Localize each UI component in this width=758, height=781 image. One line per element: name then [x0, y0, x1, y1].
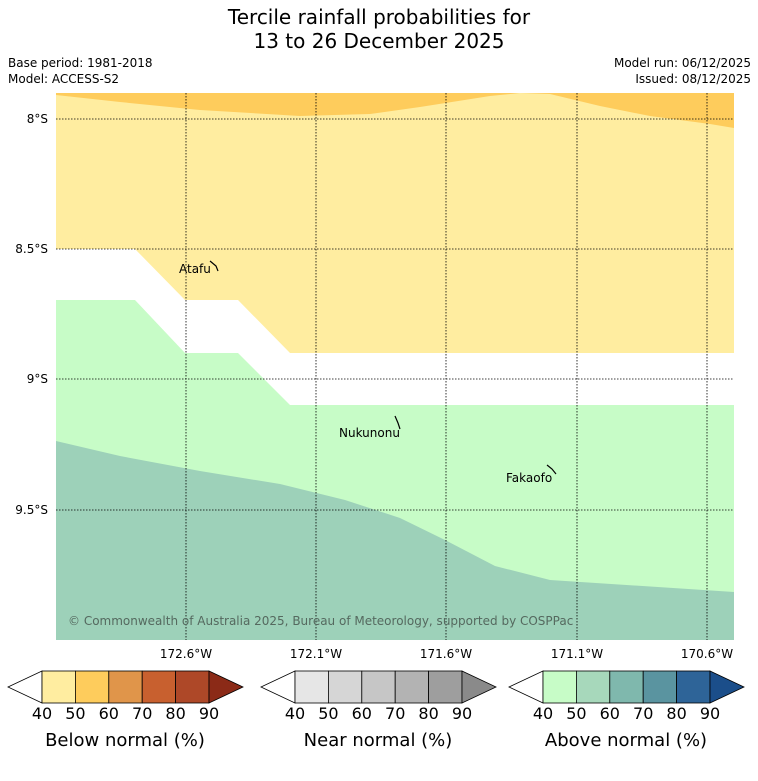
nukunonu-coastline [394, 415, 401, 430]
lat-label-8s: 8°S [26, 112, 48, 126]
cb-above-tick-50: 50 [566, 704, 587, 723]
cb-below-tick-40: 40 [31, 704, 53, 723]
colorbar-above-normal [508, 670, 745, 704]
cb-near-tick-80: 80 [418, 704, 439, 723]
lon-label-170-6w: 170.6°W [680, 647, 734, 661]
cb-above-tick-90: 90 [699, 704, 721, 723]
cb-below-tick-60: 60 [98, 704, 119, 723]
cb-near-tick-90: 90 [451, 704, 473, 723]
cb-above-label: Above normal (%) [544, 730, 708, 751]
place-nukunonu: Nukunonu [339, 426, 400, 440]
colorbar-near-normal [260, 670, 497, 704]
cb-near-tick-60: 60 [351, 704, 372, 723]
lon-label-172-1w: 172.1°W [289, 647, 343, 661]
cb-near-tick-40: 40 [284, 704, 306, 723]
cb-above-tick-70: 70 [633, 704, 654, 723]
below-normal-50-60-region [56, 93, 734, 128]
cb-below-tick-50: 50 [65, 704, 86, 723]
cb-above-tick-40: 40 [532, 704, 554, 723]
place-atafu: Atafu [179, 262, 211, 276]
cb-below-tick-80: 80 [165, 704, 186, 723]
lat-label-8-5s: 8.5°S [15, 242, 48, 256]
model-run-text: Model run: 06/12/2025 [613, 56, 751, 70]
cb-near-tick-70: 70 [385, 704, 406, 723]
cb-above-tick-60: 60 [599, 704, 620, 723]
colorbar-below-normal [7, 670, 244, 704]
map-title-line1: Tercile rainfall probabilities for [227, 5, 531, 29]
map-title-line2: 13 to 26 December 2025 [253, 29, 505, 53]
issued-text: Issued: 08/12/2025 [635, 72, 751, 86]
lon-label-171-6w: 171.6°W [419, 647, 473, 661]
lon-label-172-6w: 172.6°W [159, 647, 213, 661]
cb-below-tick-90: 90 [198, 704, 220, 723]
place-fakaofo: Fakaofo [506, 471, 553, 485]
base-period-text: Base period: 1981-2018 [8, 56, 153, 70]
cb-below-label: Below normal (%) [45, 730, 205, 751]
cb-near-tick-50: 50 [318, 704, 339, 723]
above-normal-50-60-region [56, 441, 734, 640]
copyright-notice: © Commonwealth of Australia 2025, Bureau… [68, 614, 574, 628]
cb-above-tick-80: 80 [666, 704, 687, 723]
cb-below-tick-70: 70 [132, 704, 153, 723]
fakaofo-coastline [546, 464, 557, 475]
lon-label-171-1w: 171.1°W [550, 647, 604, 661]
lat-label-9s: 9°S [26, 372, 48, 386]
atafu-coastline [209, 260, 219, 272]
lat-label-9-5s: 9.5°S [15, 503, 48, 517]
model-text: Model: ACCESS-S2 [8, 72, 120, 86]
cb-near-label: Near normal (%) [303, 730, 453, 751]
